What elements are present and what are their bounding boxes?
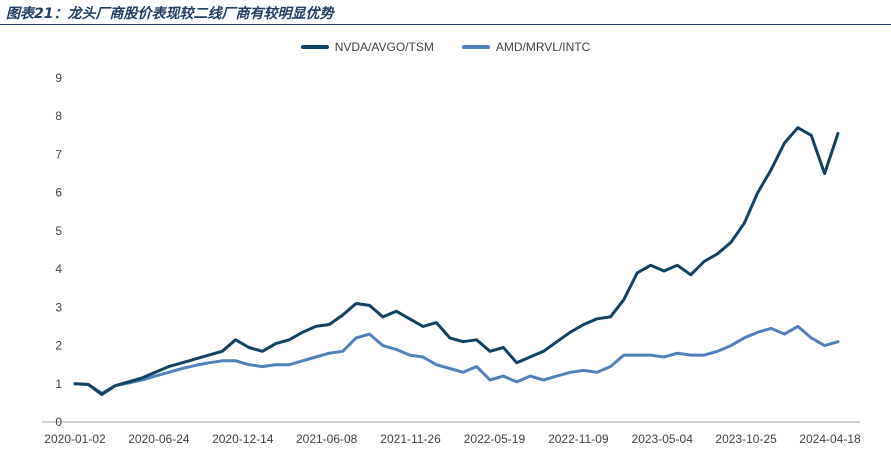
title-rule <box>0 24 891 25</box>
x-tick-label: 2020-06-24 <box>128 432 190 446</box>
legend-item-2: AMD/MRVL/INTC <box>461 40 591 54</box>
x-tick-label: 2021-06-08 <box>296 432 358 446</box>
y-tick-label: 9 <box>55 71 62 85</box>
x-tick-label: 2023-10-25 <box>715 432 777 446</box>
y-tick-label: 3 <box>55 300 62 314</box>
y-tick-label: 2 <box>55 339 62 353</box>
legend-item-1: NVDA/AVGO/TSM <box>300 40 434 54</box>
y-tick-label: 4 <box>55 262 62 276</box>
legend-swatch-1 <box>300 45 329 49</box>
x-tick-label: 2020-01-02 <box>44 432 106 446</box>
legend-swatch-2 <box>461 45 490 49</box>
x-tick-label: 2024-04-18 <box>799 432 861 446</box>
y-tick-label: 8 <box>55 109 62 123</box>
chart-title: 图表21：龙头厂商股价表现较二线厂商有较明显优势 <box>6 6 334 22</box>
legend: NVDA/AVGO/TSM AMD/MRVL/INTC <box>0 40 891 54</box>
series-line-1 <box>73 126 840 396</box>
legend-label-1: NVDA/AVGO/TSM <box>334 40 434 54</box>
y-tick-label: 0 <box>55 415 62 429</box>
x-tick-label: 2022-05-19 <box>464 432 526 446</box>
y-tick-label: 5 <box>55 224 62 238</box>
x-tick-label: 2022-11-09 <box>548 432 609 446</box>
x-tick-label: 2020-12-14 <box>212 432 274 446</box>
x-tick-label: 2021-11-26 <box>380 432 441 446</box>
legend-label-2: AMD/MRVL/INTC <box>495 40 591 54</box>
y-tick-label: 1 <box>55 377 62 391</box>
x-tick-label: 2023-05-04 <box>632 432 694 446</box>
y-tick-label: 7 <box>55 147 62 161</box>
y-tick-label: 6 <box>55 186 62 200</box>
series-line-2 <box>73 324 840 395</box>
